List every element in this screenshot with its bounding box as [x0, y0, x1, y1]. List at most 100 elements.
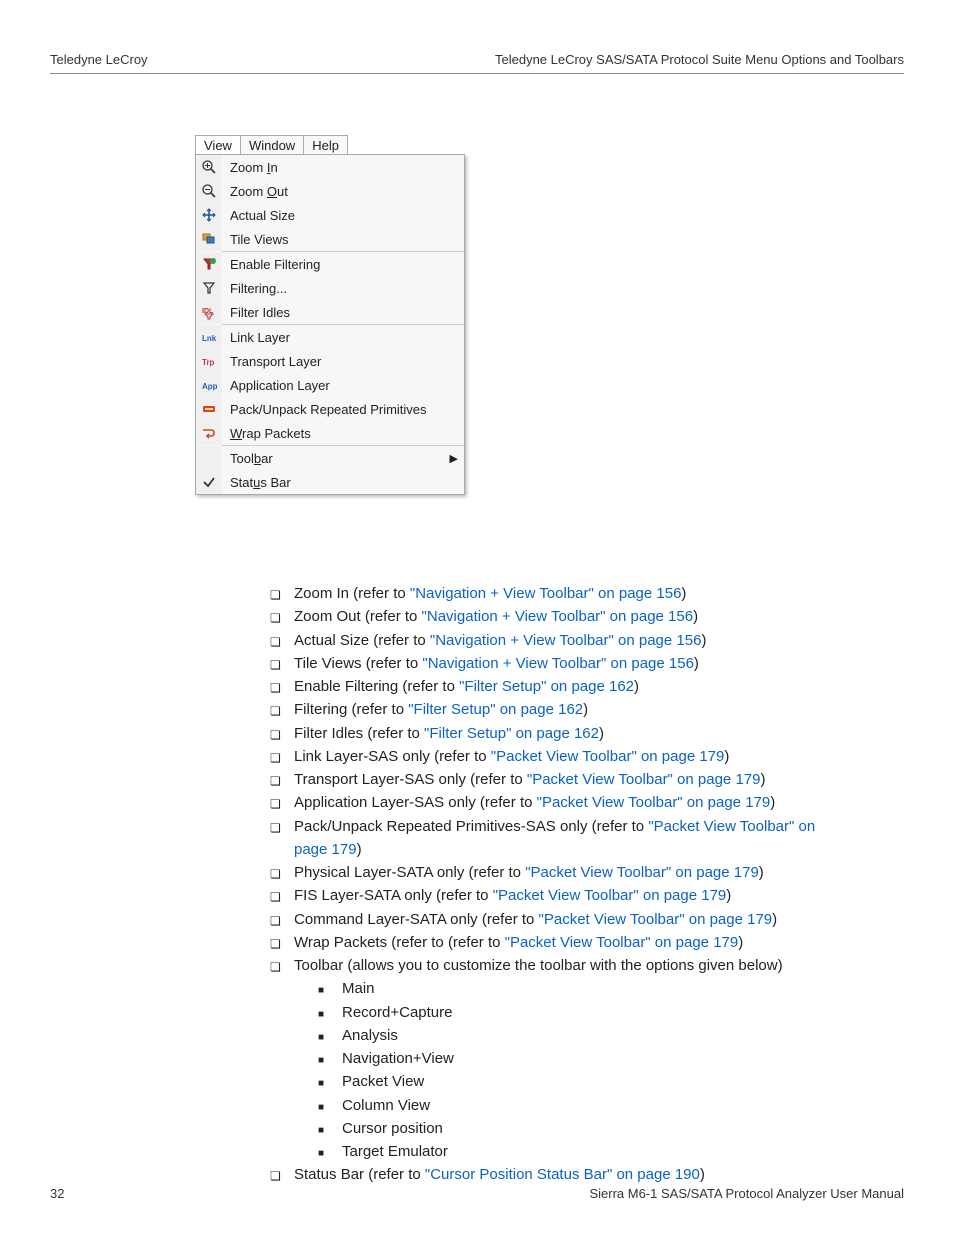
menu-item-zoom-in[interactable]: Zoom In	[196, 155, 464, 179]
filter-icon	[196, 276, 222, 300]
cross-ref-link[interactable]: "Navigation + View Toolbar" on page 156	[422, 608, 694, 625]
bullet-icon: ❏	[270, 908, 294, 931]
menu-item-transport-layer[interactable]: Transport Layer	[196, 349, 464, 373]
cross-ref-link[interactable]: "Cursor Position Status Bar" on page 190	[425, 1166, 700, 1183]
menu-item-status-bar[interactable]: Status Bar	[196, 470, 464, 494]
cross-ref-link[interactable]: page 179	[294, 841, 357, 858]
cross-ref-link[interactable]: "Packet View Toolbar" on	[648, 818, 815, 835]
sub-list-item: ■Main	[270, 977, 874, 1000]
list-item-text: Link Layer-SAS only (refer to "Packet Vi…	[294, 745, 874, 768]
list-item: ❏Status Bar (refer to "Cursor Position S…	[270, 1163, 874, 1186]
cross-ref-link[interactable]: "Filter Setup" on page 162	[459, 678, 634, 695]
menu-item-label: Link Layer	[222, 330, 464, 345]
blank-icon	[196, 446, 222, 470]
cross-ref-link[interactable]: "Navigation + View Toolbar" on page 156	[410, 585, 682, 602]
cross-ref-link[interactable]: "Filter Setup" on page 162	[408, 701, 583, 718]
menu-item-label: Wrap Packets	[222, 426, 464, 441]
submenu-arrow-icon: ▶	[450, 452, 464, 465]
header-left: Teledyne LeCroy	[50, 52, 148, 67]
bullet-icon: ❏	[270, 791, 294, 814]
sub-list-item: ■Target Emulator	[270, 1140, 874, 1163]
sub-list-item: ■Record+Capture	[270, 1001, 874, 1024]
sub-list-item-text: Target Emulator	[342, 1140, 448, 1163]
page-header: Teledyne LeCroy Teledyne LeCroy SAS/SATA…	[50, 52, 904, 74]
menu-item-enable-filtering[interactable]: Enable Filtering	[196, 252, 464, 276]
menu-item-label: Toolbar	[222, 451, 450, 466]
sub-list-item-text: Record+Capture	[342, 1001, 452, 1024]
menu-item-wrap-packets[interactable]: Wrap Packets	[196, 421, 464, 445]
menu-item-filtering-[interactable]: Filtering...	[196, 276, 464, 300]
menu-tab-view[interactable]: View	[195, 135, 241, 154]
menu-item-label: Pack/Unpack Repeated Primitives	[222, 402, 464, 417]
menu-item-toolbar[interactable]: Toolbar▶	[196, 446, 464, 470]
reference-list: ❏Zoom In (refer to "Navigation + View To…	[270, 582, 874, 1187]
list-item-text: Tile Views (refer to "Navigation + View …	[294, 652, 874, 675]
list-item-text: Application Layer-SAS only (refer to "Pa…	[294, 791, 874, 814]
menu-item-application-layer[interactable]: Application Layer	[196, 373, 464, 397]
cross-ref-link[interactable]: "Navigation + View Toolbar" on page 156	[430, 632, 702, 649]
sub-bullet-icon: ■	[318, 1001, 342, 1023]
filter-enable-icon	[196, 252, 222, 276]
list-item-text: Physical Layer-SATA only (refer to "Pack…	[294, 861, 874, 884]
footer-page-number: 32	[50, 1186, 64, 1201]
menu-item-pack-unpack-repeated-primitives[interactable]: Pack/Unpack Repeated Primitives	[196, 397, 464, 421]
check-icon	[196, 470, 222, 494]
bullet-icon: ❏	[270, 884, 294, 907]
bullet-icon: ❏	[270, 605, 294, 628]
cross-ref-link[interactable]: "Packet View Toolbar" on page 179	[493, 887, 727, 904]
list-item-text: Status Bar (refer to "Cursor Position St…	[294, 1163, 874, 1186]
bullet-icon: ❏	[270, 768, 294, 791]
bullet-icon: ❏	[270, 629, 294, 652]
list-item: ❏Command Layer-SATA only (refer to "Pack…	[270, 908, 874, 931]
sub-list-item: ■Column View	[270, 1094, 874, 1117]
cross-ref-link[interactable]: "Packet View Toolbar" on page 179	[527, 771, 761, 788]
cross-ref-link[interactable]: "Packet View Toolbar" on page 179	[525, 864, 759, 881]
menu-item-filter-idles[interactable]: Filter Idles	[196, 300, 464, 324]
menu-item-label: Zoom Out	[222, 184, 464, 199]
list-item-text: Actual Size (refer to "Navigation + View…	[294, 629, 874, 652]
list-item: ❏Pack/Unpack Repeated Primitives-SAS onl…	[270, 815, 874, 862]
cross-ref-link[interactable]: "Packet View Toolbar" on page 179	[491, 748, 725, 765]
cross-ref-link[interactable]: "Packet View Toolbar" on page 179	[539, 911, 773, 928]
sub-bullet-icon: ■	[318, 1094, 342, 1116]
zoom-in-icon	[196, 155, 222, 179]
cross-ref-link[interactable]: "Packet View Toolbar" on page 179	[505, 934, 739, 951]
transport-layer-icon	[196, 349, 222, 373]
sub-list-item-text: Navigation+View	[342, 1047, 454, 1070]
menu-tab-window[interactable]: Window	[240, 135, 304, 154]
zoom-out-icon	[196, 179, 222, 203]
bullet-icon: ❏	[270, 675, 294, 698]
menu-item-zoom-out[interactable]: Zoom Out	[196, 179, 464, 203]
list-item-text: Zoom Out (refer to "Navigation + View To…	[294, 605, 874, 628]
menu-item-label: Tile Views	[222, 232, 464, 247]
list-item: ❏Tile Views (refer to "Navigation + View…	[270, 652, 874, 675]
sub-list-item-text: Column View	[342, 1094, 430, 1117]
list-item-text: Transport Layer-SAS only (refer to "Pack…	[294, 768, 874, 791]
list-item: ❏Toolbar (allows you to customize the to…	[270, 954, 874, 977]
actual-size-icon	[196, 203, 222, 227]
app-layer-icon	[196, 373, 222, 397]
sub-bullet-icon: ■	[318, 1117, 342, 1139]
list-item-text: Wrap Packets (refer to (refer to "Packet…	[294, 931, 874, 954]
sub-bullet-icon: ■	[318, 1024, 342, 1046]
menu-item-tile-views[interactable]: Tile Views	[196, 227, 464, 251]
menu-item-actual-size[interactable]: Actual Size	[196, 203, 464, 227]
list-item-text: FIS Layer-SATA only (refer to "Packet Vi…	[294, 884, 874, 907]
bullet-icon: ❏	[270, 861, 294, 884]
menu-item-label: Zoom In	[222, 160, 464, 175]
sub-list-item: ■Packet View	[270, 1070, 874, 1093]
cross-ref-link[interactable]: "Packet View Toolbar" on page 179	[537, 794, 771, 811]
list-item: ❏Enable Filtering (refer to "Filter Setu…	[270, 675, 874, 698]
filter-idles-icon	[196, 300, 222, 324]
menu-tab-help[interactable]: Help	[303, 135, 348, 154]
menu-item-link-layer[interactable]: Link Layer	[196, 325, 464, 349]
cross-ref-link[interactable]: "Navigation + View Toolbar" on page 156	[422, 655, 694, 672]
sub-bullet-icon: ■	[318, 1047, 342, 1069]
footer-title: Sierra M6-1 SAS/SATA Protocol Analyzer U…	[589, 1186, 904, 1201]
cross-ref-link[interactable]: "Filter Setup" on page 162	[424, 725, 599, 742]
wrap-icon	[196, 421, 222, 445]
list-item: ❏Filter Idles (refer to "Filter Setup" o…	[270, 722, 874, 745]
menu-item-label: Filtering...	[222, 281, 464, 296]
sub-list-item: ■Analysis	[270, 1024, 874, 1047]
bullet-icon: ❏	[270, 1163, 294, 1186]
